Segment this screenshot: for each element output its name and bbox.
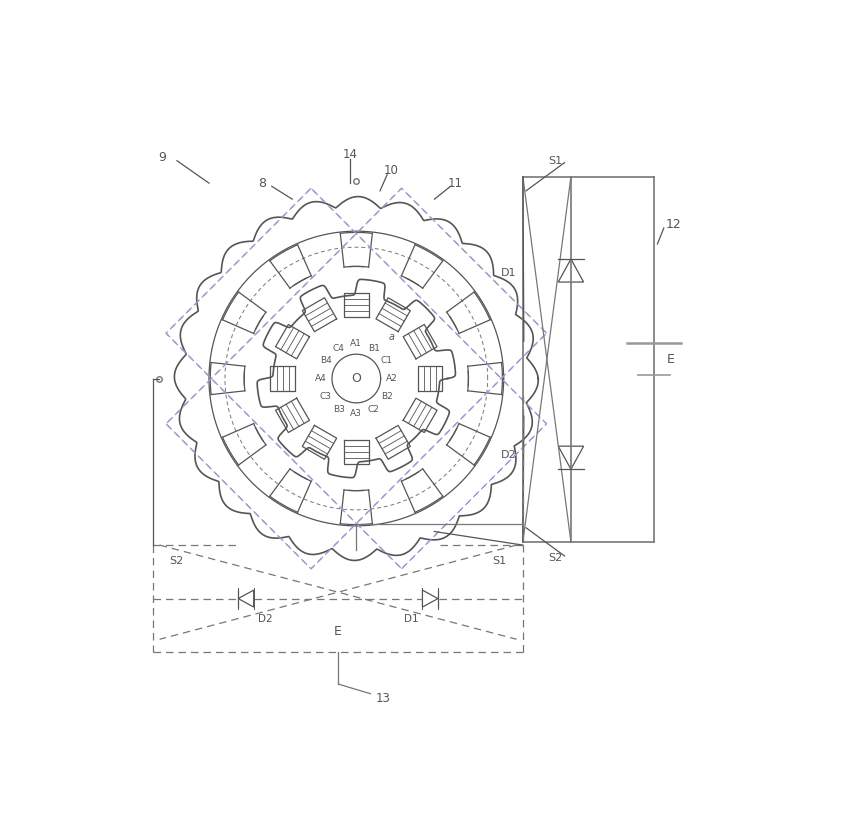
Text: S1: S1 — [492, 556, 507, 566]
Text: 14: 14 — [342, 148, 358, 161]
Text: A2: A2 — [385, 374, 397, 383]
Text: A4: A4 — [315, 374, 327, 383]
Text: 11: 11 — [448, 176, 463, 190]
Text: C3: C3 — [320, 392, 332, 401]
Text: C4: C4 — [333, 344, 345, 353]
Text: 13: 13 — [376, 691, 391, 705]
Text: B1: B1 — [368, 344, 380, 353]
Text: A1: A1 — [351, 339, 362, 348]
Text: D2: D2 — [257, 614, 272, 624]
Text: A3: A3 — [351, 409, 362, 418]
Text: C2: C2 — [368, 404, 380, 414]
Text: a: a — [389, 332, 395, 342]
Text: E: E — [667, 353, 675, 366]
Text: B4: B4 — [320, 356, 332, 365]
Text: D1: D1 — [501, 268, 517, 278]
Text: S2: S2 — [169, 556, 183, 566]
Text: 9: 9 — [158, 151, 166, 164]
Text: 12: 12 — [666, 218, 682, 231]
Text: S1: S1 — [548, 156, 562, 166]
Text: 8: 8 — [258, 176, 266, 190]
Text: B3: B3 — [333, 404, 345, 414]
Text: O: O — [352, 372, 361, 385]
Text: D1: D1 — [403, 614, 418, 624]
Text: 10: 10 — [384, 164, 399, 177]
Text: S2: S2 — [548, 553, 562, 563]
Text: B2: B2 — [381, 392, 393, 401]
Text: D2: D2 — [501, 450, 517, 460]
Text: C1: C1 — [381, 356, 393, 365]
Text: E: E — [334, 626, 342, 638]
